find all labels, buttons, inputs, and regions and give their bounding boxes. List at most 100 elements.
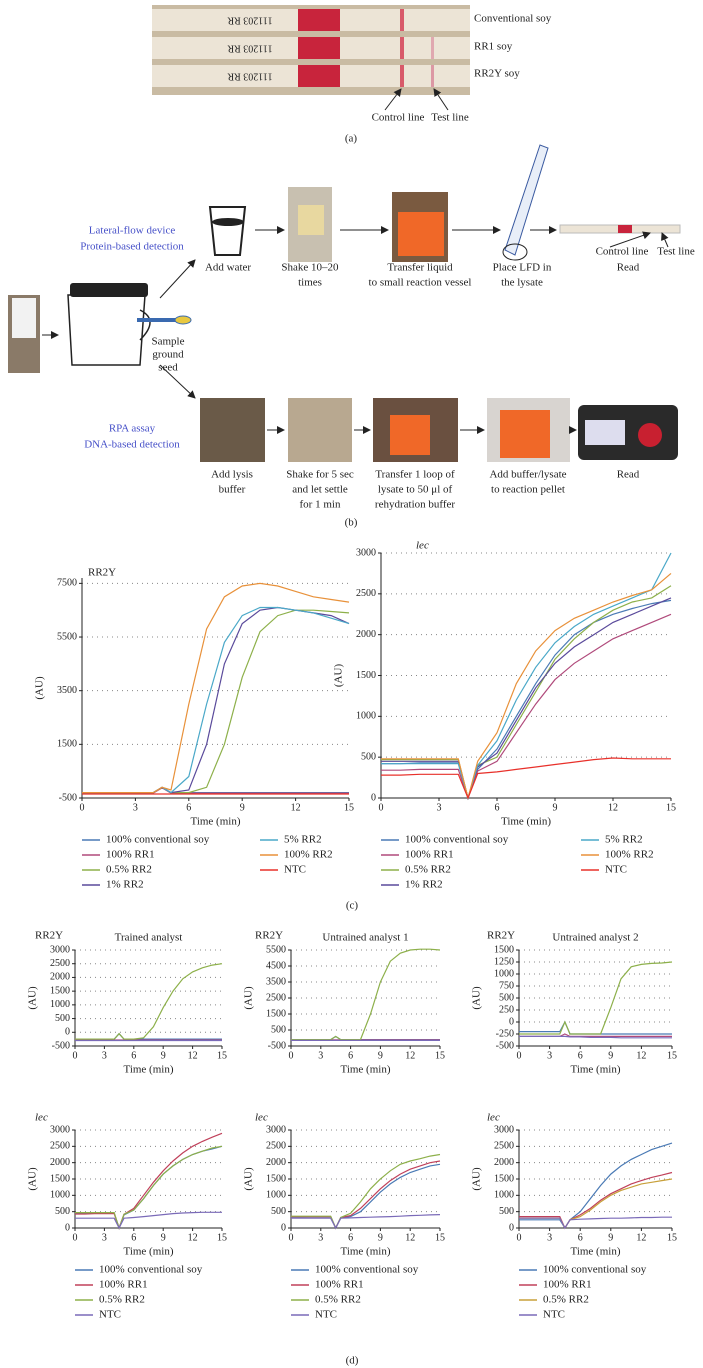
series-line [381, 599, 672, 801]
y-tick-label: 1500 [266, 1173, 286, 1184]
y-tick-label: 1500 [50, 985, 70, 996]
x-tick-label: 12 [405, 1050, 415, 1061]
line-chart: 0 500 1000 1500 2000 2500 3000 0 3 6 9 12 15 Time (mi… [333, 540, 676, 891]
x-tick-label: 3 [318, 1050, 323, 1061]
x-tick-label: 9 [378, 1232, 383, 1243]
y-tick-label: 2500 [356, 588, 376, 599]
callout: Control line [372, 112, 425, 124]
panel-label: (b) [345, 517, 358, 529]
callout-arrow [384, 88, 402, 111]
x-tick-label: 12 [188, 1050, 198, 1061]
y-axis-title: (AU) [243, 986, 255, 1010]
gene-label: RR2Y [487, 930, 515, 942]
y-tick-label: 3500 [57, 685, 77, 696]
y-axis-title: (AU) [471, 986, 483, 1010]
gene-label: RR2Y [35, 930, 63, 942]
x-tick-label: 15 [344, 802, 354, 813]
legend-label: 100% RR2 [284, 849, 333, 861]
y-tick-label: 3000 [50, 1124, 70, 1135]
legend-label: 1% RR2 [106, 879, 144, 891]
legend-label: 5% RR2 [605, 834, 643, 846]
branch-title: DNA-based detection [84, 439, 180, 451]
legend-label: 5% RR2 [284, 834, 322, 846]
x-tick-label: 6 [578, 1232, 583, 1243]
y-tick-label: 2500 [50, 958, 70, 969]
y-tick-label: -500 [496, 1040, 514, 1051]
series-line [82, 786, 349, 794]
strip-label: RR2Y soy [474, 68, 520, 80]
x-axis-title: Time (min) [123, 1246, 173, 1258]
y-tick-label: 0 [281, 1222, 286, 1233]
legend-label: 100% RR1 [99, 1279, 148, 1291]
y-tick-label: 1500 [57, 739, 77, 750]
x-tick-label: 15 [435, 1050, 445, 1061]
step-labels: Add water Shake 10–20 times Transfer liquid… [205, 262, 640, 511]
series-line [75, 1132, 223, 1230]
series-line [519, 1216, 672, 1230]
x-tick-label: 3 [547, 1050, 552, 1061]
y-tick-label: 1000 [266, 1190, 286, 1201]
step-label: Shake for 5 sec [286, 469, 354, 481]
y-tick-label: 500 [271, 1206, 286, 1217]
gene-label: lec [487, 1112, 500, 1124]
x-tick-label: 15 [667, 1050, 677, 1061]
y-tick-label: 2500 [494, 1141, 514, 1152]
legend-label: 100% conventional soy [106, 834, 210, 846]
branch-title: Protein-based detection [80, 241, 184, 253]
series-line [381, 597, 672, 801]
panel-a: 111203 RR 111203 RR 111203 RR Convention… [152, 5, 552, 145]
callout: Control line [596, 246, 649, 258]
y-tick-label: 500 [271, 1024, 286, 1035]
strip [618, 225, 632, 233]
y-tick-label: 3500 [266, 976, 286, 987]
y-tick-label: 2000 [50, 1157, 70, 1168]
reader [585, 420, 625, 445]
x-axis-title: Time (min) [123, 1064, 173, 1076]
chart-title: Trained analyst [115, 932, 183, 944]
series-line [381, 757, 671, 800]
strip-code: 111203 RR [227, 71, 272, 82]
arrow [159, 364, 196, 399]
photo [500, 410, 550, 458]
y-tick-label: 1250 [494, 956, 514, 967]
series-line [519, 1035, 672, 1039]
step-label: lysate to 50 μl of [378, 484, 453, 496]
y-tick-label: 0 [371, 792, 376, 803]
legend-label: 100% conventional soy [543, 1264, 647, 1276]
series-line [519, 1178, 673, 1230]
y-tick-label: 2000 [494, 1157, 514, 1168]
gene-label: RR2Y [88, 567, 116, 579]
y-axis-title: (AU) [243, 1167, 255, 1191]
series-line [519, 961, 673, 1035]
x-tick-label: 3 [547, 1232, 552, 1243]
x-tick-label: 6 [348, 1232, 353, 1243]
x-tick-label: 9 [240, 802, 245, 813]
y-tick-label: 1500 [494, 1173, 514, 1184]
step-label: the lysate [501, 277, 543, 289]
y-tick-label: 0 [509, 1016, 514, 1027]
x-tick-label: 0 [379, 802, 384, 813]
strip-code: 111203 RR [227, 43, 272, 54]
legend-label: 100% conventional soy [99, 1264, 203, 1276]
x-tick-label: 0 [289, 1050, 294, 1061]
sample-label: ground [152, 349, 184, 361]
series-line [291, 1153, 441, 1230]
x-tick-label: 9 [553, 802, 558, 813]
photo [298, 205, 324, 235]
x-axis-title: Time (min) [501, 816, 551, 828]
x-tick-label: 0 [517, 1050, 522, 1061]
strip-label: Conventional soy [474, 13, 552, 25]
y-tick-label: 2000 [50, 972, 70, 983]
x-tick-label: 9 [608, 1050, 613, 1061]
y-axis-title: (AU) [27, 986, 39, 1010]
step-label: Read [617, 469, 640, 481]
step-label: Transfer liquid [387, 262, 453, 274]
series-line [75, 963, 223, 1040]
line-chart: 0 500 1000 1500 2000 2500 3000 0 3 6 9 12 15 Time (mi… [27, 1112, 227, 1321]
x-tick-label: 15 [217, 1232, 227, 1243]
y-tick-label: 1500 [50, 1173, 70, 1184]
panel-label: (d) [346, 1355, 359, 1367]
series-line [519, 1171, 673, 1230]
step-label: and let settle [292, 484, 348, 496]
